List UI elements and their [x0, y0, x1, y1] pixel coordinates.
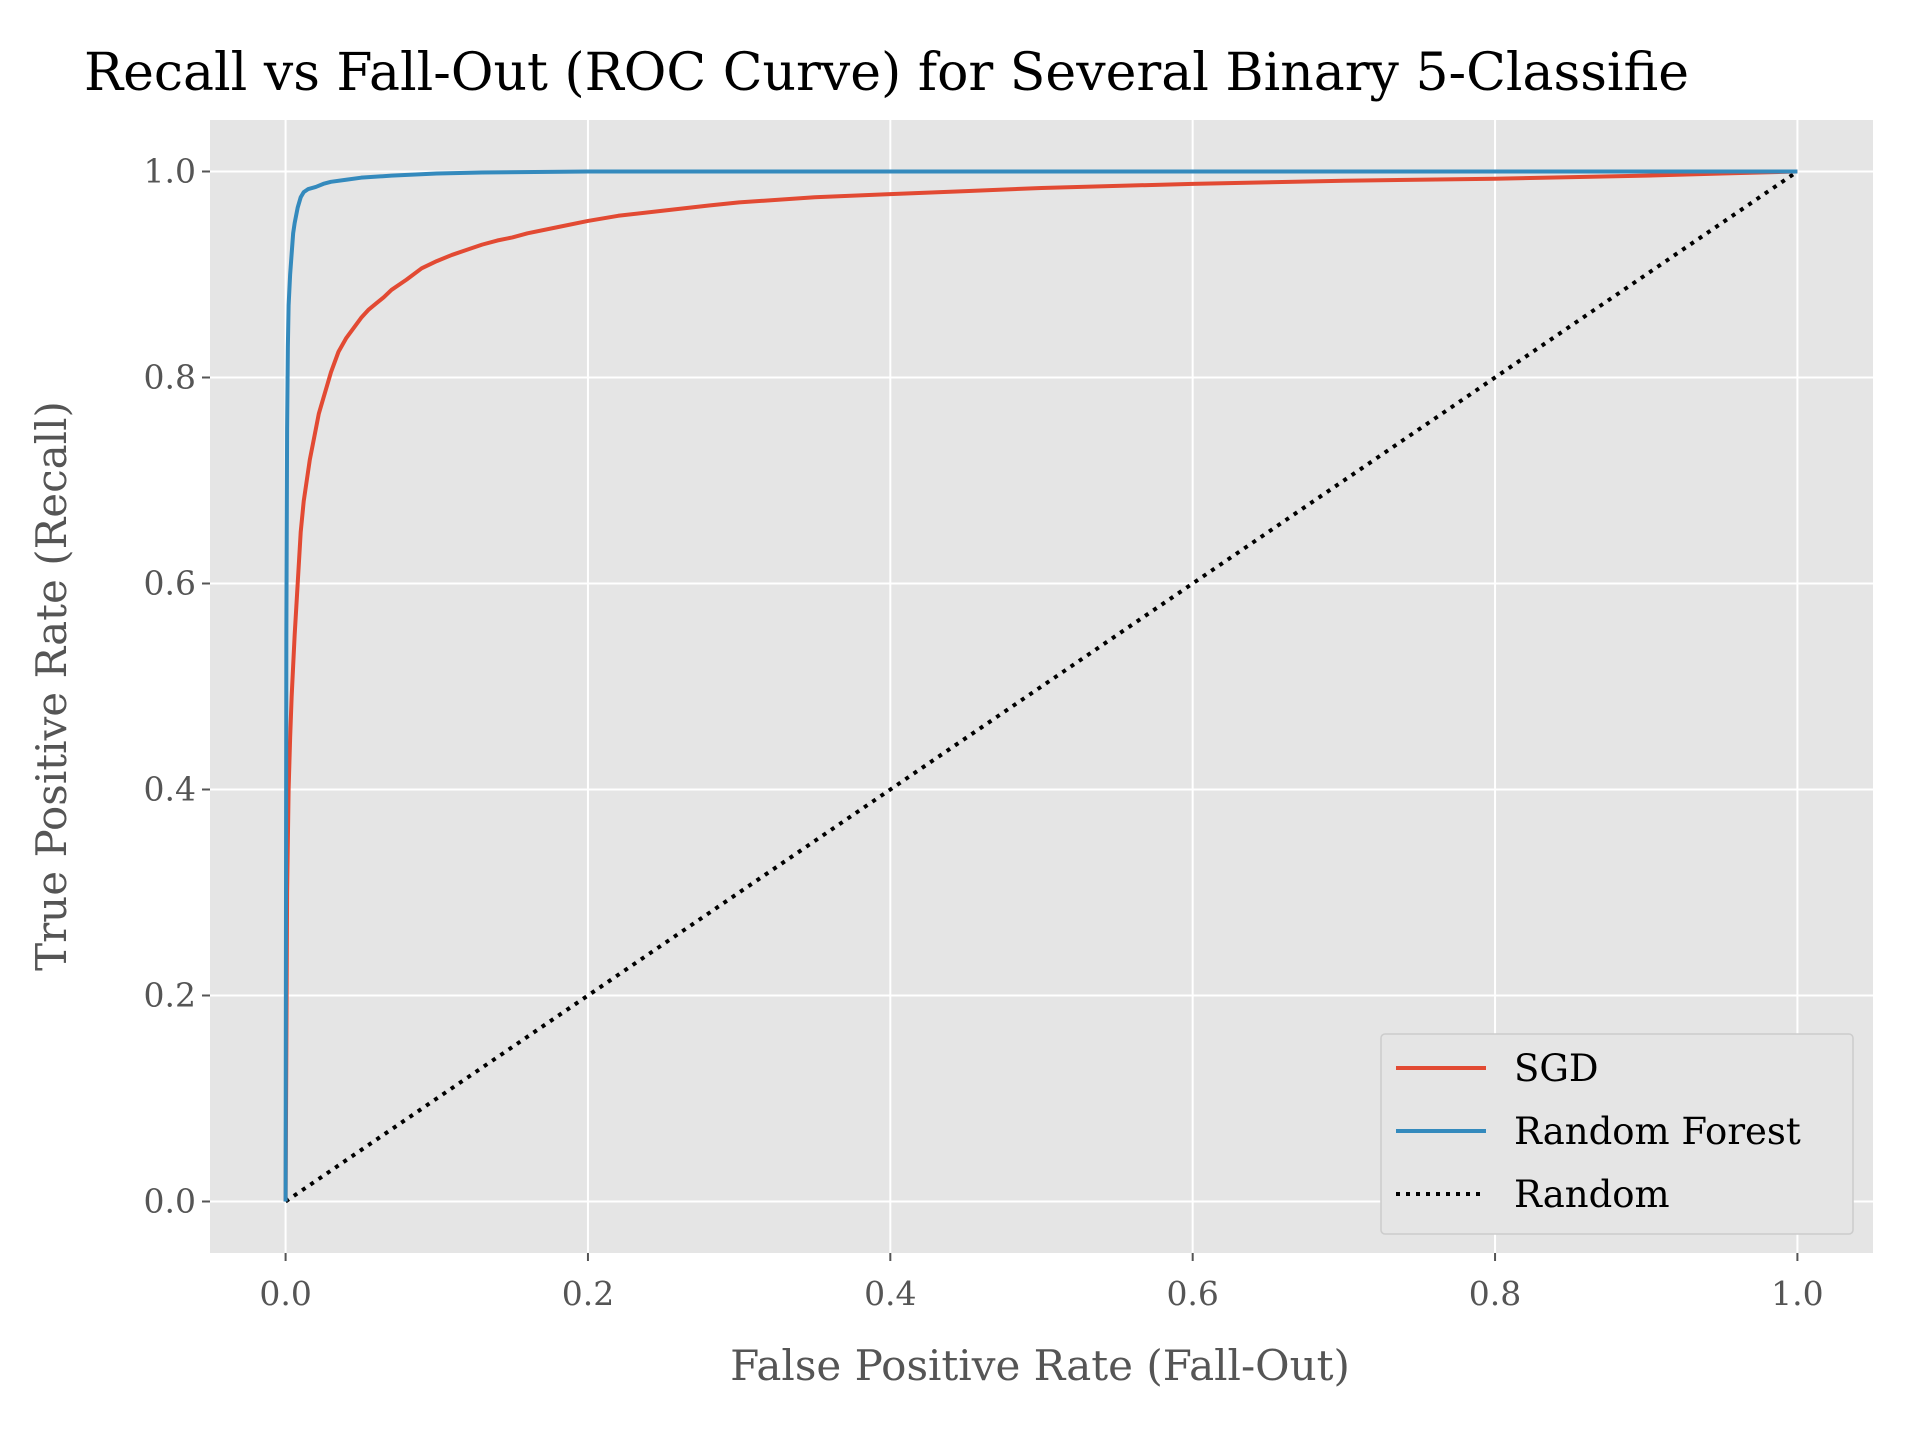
- series-line-random-forest: [283, 169, 1798, 1202]
- chart-title: Recall vs Fall-Out (ROC Curve) for Sever…: [84, 43, 1689, 103]
- x-tick-label: 0.6: [1166, 1274, 1218, 1313]
- x-tick-label: 0.8: [1469, 1274, 1521, 1313]
- y-axis-ticks: 0.0 0.2 0.4 0.6 0.8 1.0: [144, 152, 210, 1221]
- legend-label-random-forest: Random Forest: [1514, 1110, 1801, 1153]
- y-axis-label: True Positive Rate (Recall): [27, 401, 76, 971]
- curves: [283, 169, 1799, 1204]
- x-tick-label: 0.4: [864, 1274, 916, 1313]
- legend-box: [1380, 1033, 1854, 1235]
- x-tick-label: 0.0: [259, 1274, 311, 1313]
- series-line-sgd: [283, 169, 1798, 1202]
- legend-label-random: Random: [1514, 1173, 1670, 1216]
- y-tick-label: 0.2: [144, 976, 196, 1015]
- y-tick-label: 0.6: [144, 564, 196, 603]
- y-tick-label: 1.0: [144, 152, 196, 191]
- x-axis-ticks: 0.0 0.2 0.4 0.6 0.8 1.0: [259, 1253, 1824, 1313]
- x-tick-label: 1.0: [1771, 1274, 1823, 1313]
- y-tick-label: 0.4: [144, 770, 196, 809]
- legend: SGD Random Forest Random: [1380, 1033, 1854, 1235]
- legend-label-sgd: SGD: [1514, 1047, 1599, 1090]
- x-tick-label: 0.2: [562, 1274, 614, 1313]
- grid: [210, 120, 1873, 1253]
- y-tick-label: 0.0: [144, 1182, 196, 1221]
- y-tick-label: 0.8: [144, 358, 196, 397]
- x-axis-label: False Positive Rate (Fall-Out): [730, 1341, 1350, 1390]
